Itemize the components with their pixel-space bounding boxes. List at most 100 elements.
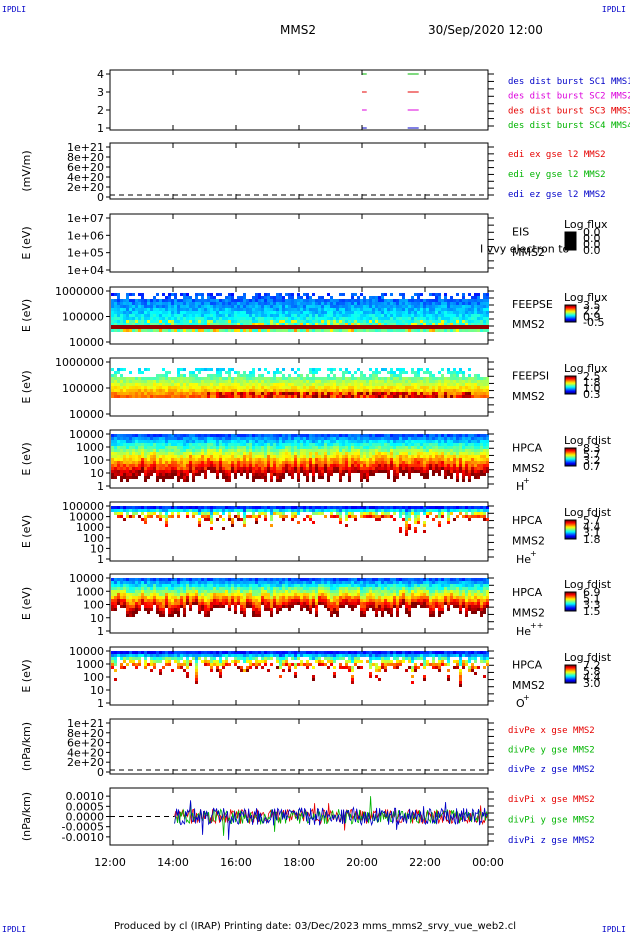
spectrogram-cell	[462, 311, 465, 314]
spectrogram-cell	[462, 371, 465, 374]
spectrogram-cell	[114, 506, 117, 509]
spectrogram-cell	[324, 308, 327, 311]
spectrogram-cell	[171, 437, 174, 440]
spectrogram-cell	[132, 380, 135, 383]
spectrogram-cell	[117, 293, 120, 296]
spectrogram-cell	[222, 368, 225, 371]
spectrogram-cell	[303, 320, 306, 323]
spectrogram-cell	[315, 308, 318, 311]
spectrogram-cell	[171, 329, 174, 332]
spectrogram-cell	[129, 305, 132, 308]
spectrogram-cell	[234, 320, 237, 323]
spectrogram-cell	[426, 470, 429, 473]
spectrogram-cell	[342, 329, 345, 332]
spectrogram-cell	[222, 395, 225, 398]
spectrogram-cell	[417, 461, 420, 464]
spectrogram-cell	[153, 320, 156, 323]
spectrogram-cell	[138, 470, 141, 473]
spectrogram-cell	[252, 371, 255, 374]
spectrogram-cell	[420, 386, 423, 389]
spectrogram-cell	[159, 434, 162, 437]
spectrogram-cell	[171, 464, 174, 467]
spectrogram-cell	[336, 383, 339, 386]
spectrogram-cell	[351, 434, 354, 437]
spectrogram-cell	[303, 302, 306, 305]
spectrogram-cell	[156, 470, 159, 473]
spectrogram-cell	[456, 395, 459, 398]
spectrogram-cell	[147, 329, 150, 332]
spectrogram-cell	[234, 461, 237, 464]
spectrogram-cell	[270, 479, 273, 482]
spectrogram-cell	[420, 314, 423, 317]
spectrogram-cell	[207, 311, 210, 314]
spectrogram-cell	[180, 323, 183, 326]
spectrogram-cell	[435, 329, 438, 332]
spectrogram-cell	[291, 392, 294, 395]
spectrogram-cell	[363, 311, 366, 314]
spectrogram-cell	[486, 293, 489, 296]
spectrogram-cell	[159, 461, 162, 464]
spectrogram-cell	[120, 464, 123, 467]
y-axis-label: E (eV)	[20, 442, 33, 475]
spectrogram-cell	[378, 470, 381, 473]
spectrogram-cell	[438, 320, 441, 323]
spectrogram-cell	[234, 389, 237, 392]
spectrogram-cell	[444, 476, 447, 479]
spectrogram-cell	[285, 389, 288, 392]
spectrogram-cell	[303, 380, 306, 383]
spectrogram-cell	[471, 317, 474, 320]
spectrogram-cell	[459, 449, 462, 452]
spectrogram-cell	[420, 329, 423, 332]
spectrogram-cell	[186, 329, 189, 332]
spectrogram-cell	[291, 395, 294, 398]
spectrogram-cell	[477, 476, 480, 479]
spectrogram-cell	[204, 455, 207, 458]
spectrogram-cell	[390, 449, 393, 452]
spectrogram-cell	[417, 452, 420, 455]
spectrogram-cell	[195, 446, 198, 449]
spectrogram-cell	[348, 452, 351, 455]
spectrogram-cell	[204, 470, 207, 473]
spectrogram-cell	[378, 383, 381, 386]
spectrogram-cell	[300, 392, 303, 395]
spectrogram-cell	[270, 377, 273, 380]
spectrogram-cell	[246, 440, 249, 443]
spectrogram-cell	[294, 314, 297, 317]
spectrogram-cell	[117, 458, 120, 461]
spectrogram-cell	[216, 329, 219, 332]
spectrogram-cell	[387, 320, 390, 323]
spectrogram-cell	[351, 329, 354, 332]
spectrogram-cell	[186, 389, 189, 392]
spectrogram-cell	[126, 473, 129, 476]
spectrogram-cell	[417, 377, 420, 380]
spectrogram-cell	[357, 452, 360, 455]
spectrogram-cell	[207, 317, 210, 320]
spectrogram-cell	[399, 437, 402, 440]
spectrogram-cell	[222, 320, 225, 323]
spectrogram-cell	[195, 325, 198, 329]
spectrogram-cell	[378, 380, 381, 383]
spectrogram-cell	[201, 515, 204, 518]
colorbar-cell	[565, 448, 576, 450]
spectrogram-cell	[279, 458, 282, 461]
spectrogram-cell	[156, 467, 159, 470]
spectrogram-cell	[276, 320, 279, 323]
spectrogram-cell	[186, 476, 189, 479]
spectrogram-cell	[273, 314, 276, 317]
spectrogram-cell	[459, 329, 462, 332]
spectrogram-cell	[291, 443, 294, 446]
spectrogram-cell	[177, 449, 180, 452]
spectrogram-cell	[276, 455, 279, 458]
spectrogram-cell	[159, 509, 162, 512]
spectrogram-cell	[111, 302, 114, 305]
spectrogram-cell	[195, 296, 198, 299]
spectrogram-cell	[471, 443, 474, 446]
spectrogram-cell	[132, 437, 135, 440]
spectrogram-cell	[381, 437, 384, 440]
spectrogram-cell	[147, 443, 150, 446]
spectrogram-cell	[387, 467, 390, 470]
spectrogram-cell	[207, 293, 210, 296]
spectrogram-cell	[144, 368, 147, 371]
spectrogram-cell	[369, 317, 372, 320]
spectrogram-cell	[129, 386, 132, 389]
